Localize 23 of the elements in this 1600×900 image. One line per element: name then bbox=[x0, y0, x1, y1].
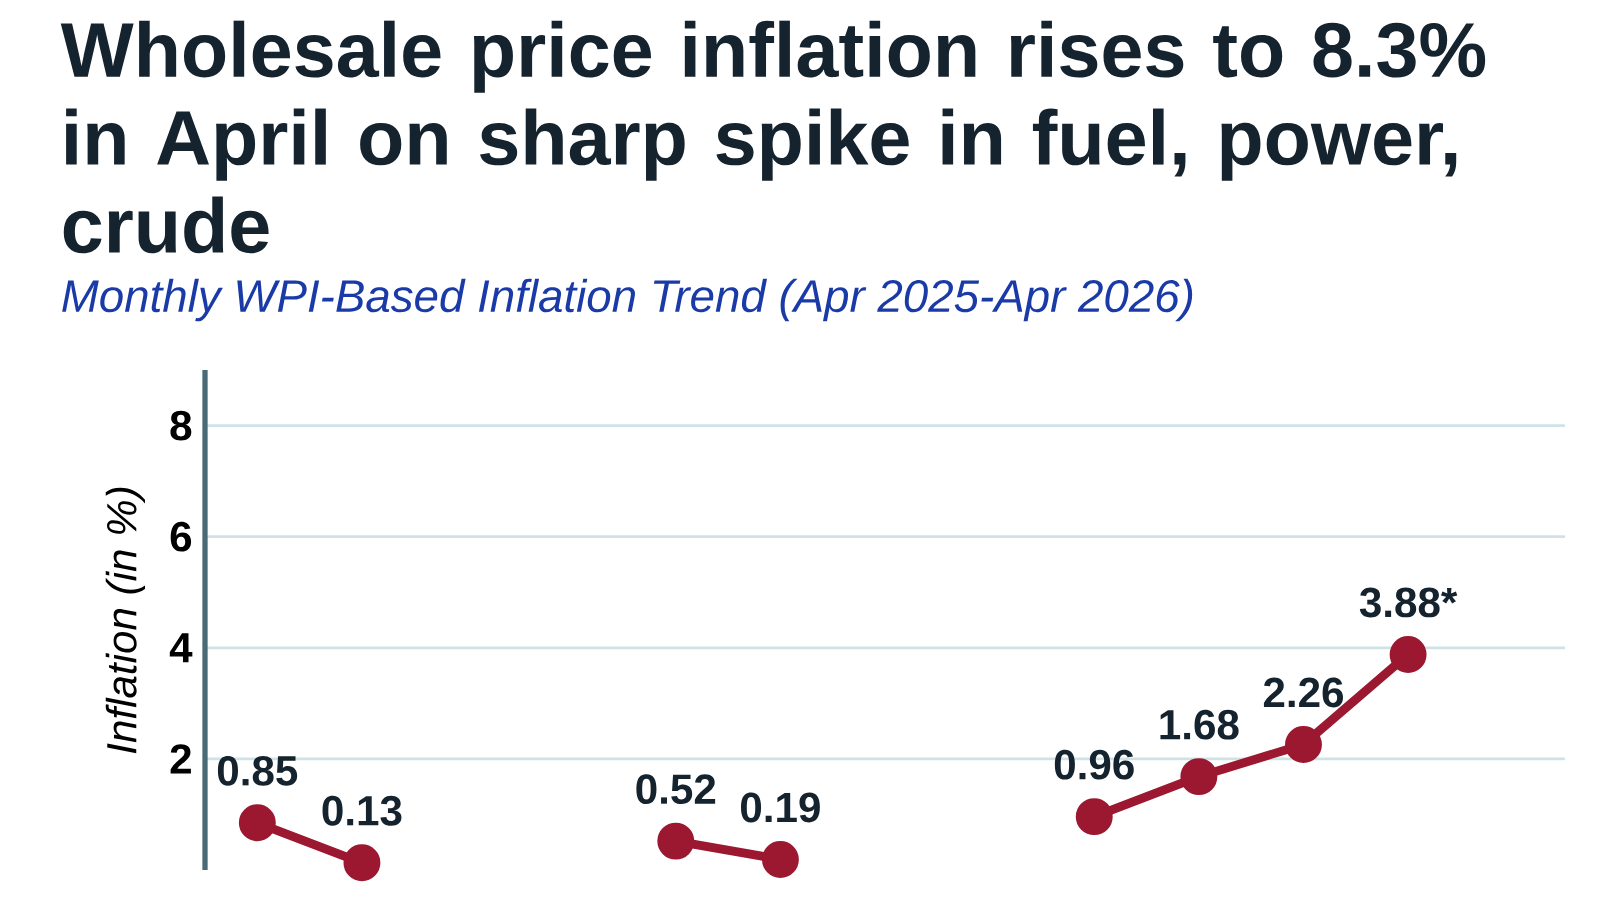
data-label: 3.88* bbox=[1359, 587, 1458, 618]
data-label: 0.85 bbox=[217, 755, 298, 786]
point bbox=[1389, 636, 1427, 673]
y-axis-title: Inflation (in %) bbox=[105, 487, 145, 754]
data-label: 0.13 bbox=[322, 795, 402, 826]
point bbox=[1180, 758, 1218, 796]
y-tick-label: 2 bbox=[170, 744, 191, 774]
chart-subtitle: Monthly WPI-Based Inflation Trend (Apr 2025-Apr 2026) bbox=[62, 278, 1193, 322]
data-label: 0.19 bbox=[741, 792, 820, 823]
point bbox=[1075, 798, 1113, 836]
data-label: 2.26 bbox=[1263, 677, 1343, 708]
data-label: 0.52 bbox=[636, 774, 716, 805]
data-label: 1.68 bbox=[1160, 709, 1239, 740]
y-tick-label: 6 bbox=[170, 521, 192, 552]
point bbox=[1285, 726, 1322, 763]
point bbox=[657, 822, 695, 860]
data-label: 0.96 bbox=[1054, 749, 1134, 780]
chart-title: Wholesale price inflation rises to 8.3% in April on sharp spike in fuel, power, crude bbox=[60, 20, 1486, 254]
y-tick-label: 4 bbox=[169, 633, 193, 663]
point bbox=[343, 844, 381, 882]
point bbox=[761, 840, 799, 878]
point bbox=[238, 804, 276, 842]
y-tick-label: 8 bbox=[170, 410, 192, 441]
